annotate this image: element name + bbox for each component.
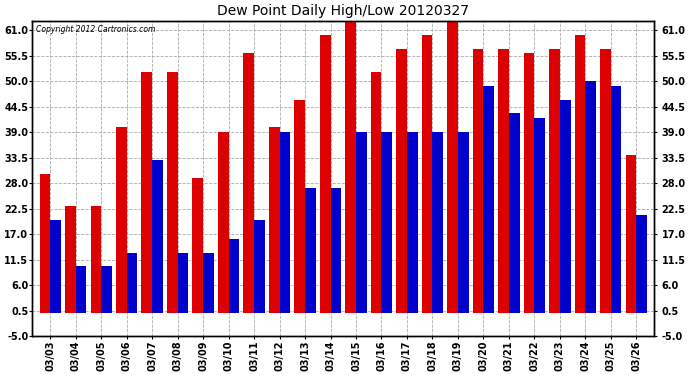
Bar (295, 99, 305, 313)
Bar (626, 155, 636, 313)
Bar (331, 188, 342, 313)
Bar (345, 21, 356, 313)
Bar (228, 238, 239, 313)
Bar (203, 253, 214, 313)
Bar (152, 160, 163, 313)
Bar (65, 206, 76, 313)
Bar (549, 48, 560, 313)
Bar (534, 118, 545, 313)
Bar (498, 48, 509, 313)
Bar (127, 253, 137, 313)
Bar (600, 48, 611, 313)
Bar (422, 34, 433, 313)
Bar (356, 132, 366, 313)
Bar (305, 188, 316, 313)
Bar (473, 48, 484, 313)
Bar (447, 21, 458, 313)
Bar (575, 34, 585, 313)
Bar (167, 72, 177, 313)
Text: Copyright 2012 Cartronics.com: Copyright 2012 Cartronics.com (36, 26, 155, 34)
Title: Dew Point Daily High/Low 20120327: Dew Point Daily High/Low 20120327 (217, 4, 469, 18)
Bar (524, 53, 534, 313)
Bar (458, 132, 469, 313)
Bar (116, 128, 127, 313)
Bar (279, 132, 290, 313)
Bar (50, 220, 61, 313)
Bar (76, 267, 86, 313)
Bar (90, 206, 101, 313)
Bar (177, 253, 188, 313)
Bar (636, 216, 647, 313)
Bar (254, 220, 265, 313)
Bar (611, 86, 622, 313)
Bar (433, 132, 443, 313)
Bar (560, 99, 571, 313)
Bar (407, 132, 417, 313)
Bar (141, 72, 152, 313)
Bar (218, 132, 228, 313)
Bar (484, 86, 494, 313)
Bar (320, 34, 331, 313)
Bar (382, 132, 392, 313)
Bar (101, 267, 112, 313)
Bar (396, 48, 407, 313)
Bar (244, 53, 254, 313)
Bar (39, 174, 50, 313)
Bar (585, 81, 596, 313)
Bar (509, 114, 520, 313)
Bar (193, 178, 203, 313)
Bar (269, 128, 279, 313)
Bar (371, 72, 382, 313)
